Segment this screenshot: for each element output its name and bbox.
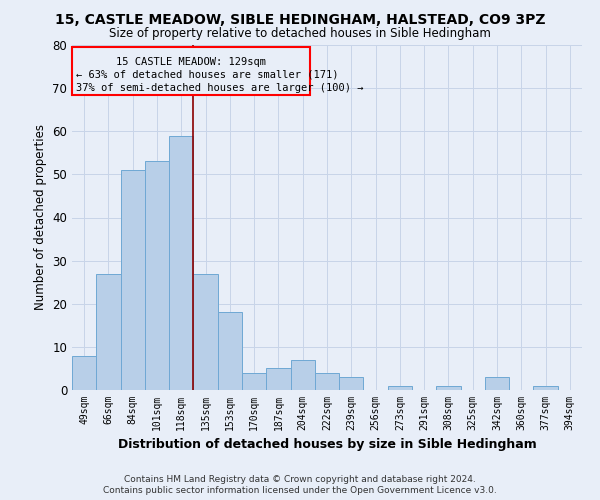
Bar (339, 377, 364, 390)
Bar (290, 360, 315, 390)
Text: 15 CASTLE MEADOW: 129sqm: 15 CASTLE MEADOW: 129sqm (116, 56, 266, 66)
Bar (388, 386, 412, 390)
Text: Contains HM Land Registry data © Crown copyright and database right 2024.: Contains HM Land Registry data © Crown c… (124, 475, 476, 484)
Text: 37% of semi-detached houses are larger (100) →: 37% of semi-detached houses are larger (… (76, 82, 363, 92)
FancyBboxPatch shape (72, 47, 310, 94)
Text: 15, CASTLE MEADOW, SIBLE HEDINGHAM, HALSTEAD, CO9 3PZ: 15, CASTLE MEADOW, SIBLE HEDINGHAM, HALS… (55, 12, 545, 26)
Bar (193, 274, 218, 390)
Bar (436, 386, 461, 390)
Bar (218, 312, 242, 390)
Bar (72, 356, 96, 390)
Bar (96, 274, 121, 390)
Bar (266, 368, 290, 390)
Text: ← 63% of detached houses are smaller (171): ← 63% of detached houses are smaller (17… (76, 70, 338, 80)
Text: Size of property relative to detached houses in Sible Hedingham: Size of property relative to detached ho… (109, 28, 491, 40)
Bar (121, 170, 145, 390)
Text: Contains public sector information licensed under the Open Government Licence v3: Contains public sector information licen… (103, 486, 497, 495)
X-axis label: Distribution of detached houses by size in Sible Hedingham: Distribution of detached houses by size … (118, 438, 536, 452)
Bar (533, 386, 558, 390)
Bar (169, 136, 193, 390)
Bar (315, 373, 339, 390)
Bar (485, 377, 509, 390)
Bar (145, 162, 169, 390)
Y-axis label: Number of detached properties: Number of detached properties (34, 124, 47, 310)
Bar (242, 373, 266, 390)
